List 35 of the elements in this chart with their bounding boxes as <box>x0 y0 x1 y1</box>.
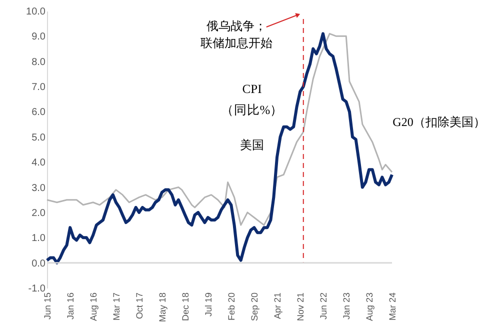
y-tick-label: 8.0 <box>32 56 46 68</box>
x-tick-label: Jun 22 <box>318 292 329 320</box>
y-tick-label: 1.0 <box>32 233 46 244</box>
x-tick-label: Feb 20 <box>226 292 237 321</box>
y-tick-label: 10.0 <box>26 6 46 18</box>
x-tick-label: Jun 15 <box>42 292 52 320</box>
x-tick-label: Jan 23 <box>342 292 352 320</box>
x-tick-label: Mar 24 <box>388 292 398 321</box>
annotation: （同比%） <box>220 103 284 117</box>
y-tick-label: 2.0 <box>32 208 46 219</box>
y-tick-label: 6.0 <box>32 107 46 118</box>
x-tick-label: Aug 23 <box>364 292 375 322</box>
ref-line-label: 俄乌战争；联储加息开始 <box>200 19 272 50</box>
line-series <box>46 32 393 226</box>
annotation: CPI <box>242 82 262 96</box>
x-tick-label: Jul 19 <box>203 292 214 317</box>
x-tick-label: Dec 18 <box>180 292 191 322</box>
y-tick-label: 0.0 <box>32 258 46 270</box>
x-tick-label: Nov 21 <box>296 292 306 322</box>
y-tick-label: 5.0 <box>32 132 46 144</box>
series-label: 美国 <box>240 138 264 152</box>
x-tick-label: Sep 20 <box>250 292 260 322</box>
text: G20（扣除美国） <box>392 115 486 129</box>
y-tick-label: 7.0 <box>32 82 46 94</box>
x-tick-label: Apr 21 <box>272 292 283 320</box>
line-series <box>46 32 394 264</box>
y-tick-label: -1.0 <box>28 284 46 294</box>
x-tick-label: Jan 16 <box>66 292 76 320</box>
x-tick-label: Mar 17 <box>111 292 122 321</box>
y-tick-label: 3.0 <box>32 182 46 194</box>
x-tick-label: Aug 16 <box>88 292 99 322</box>
y-tick-label: 4.0 <box>32 158 46 169</box>
y-tick-label: 9.0 <box>32 32 46 43</box>
x-tick-label: May 18 <box>157 292 168 322</box>
x-tick-label: Oct 17 <box>134 292 145 320</box>
